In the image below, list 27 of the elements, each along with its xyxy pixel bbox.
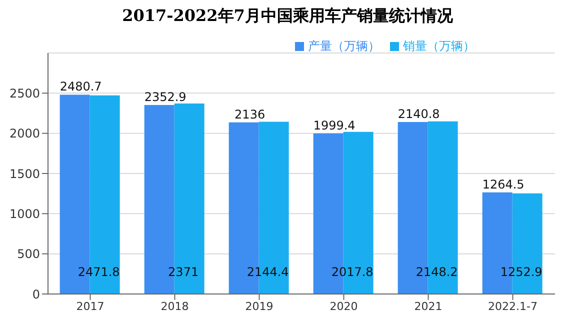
data-label: 1264.5	[482, 177, 524, 192]
data-label: 2140.8	[398, 107, 440, 122]
x-tick-label: 2020	[330, 300, 358, 313]
legend-label: 产量（万辆）	[308, 39, 380, 53]
x-tick-label: 2021	[414, 300, 442, 313]
y-tick-label: 500	[17, 247, 40, 262]
y-tick-label: 0	[32, 287, 40, 302]
y-tick-label: 1000	[9, 206, 40, 221]
chart-title: 2017-2022年7月中国乘用车产销量统计情况	[121, 6, 454, 27]
data-label: 2148.2	[416, 265, 458, 279]
data-label: 2371	[168, 265, 199, 279]
y-tick-label: 2500	[9, 86, 40, 100]
data-label: 2017.8	[331, 265, 374, 279]
data-label: 2136	[234, 107, 266, 122]
x-tick-label: 2017	[76, 300, 104, 313]
data-label: 1999.4	[313, 118, 356, 132]
x-tick-label: 2019	[245, 300, 274, 313]
data-label: 1252.9	[500, 265, 542, 279]
y-tick-label: 1500	[9, 166, 40, 181]
x-tick-label: 2022.1-7	[488, 300, 538, 313]
data-label: 2471.8	[78, 265, 120, 279]
data-label: 2144.4	[246, 265, 289, 279]
data-label: 2352.9	[144, 90, 186, 104]
data-label: 2480.7	[60, 80, 102, 94]
y-tick-label: 2000	[9, 126, 40, 141]
x-tick-label: 2018	[160, 300, 189, 313]
legend-label: 销量（万辆）	[403, 39, 475, 53]
